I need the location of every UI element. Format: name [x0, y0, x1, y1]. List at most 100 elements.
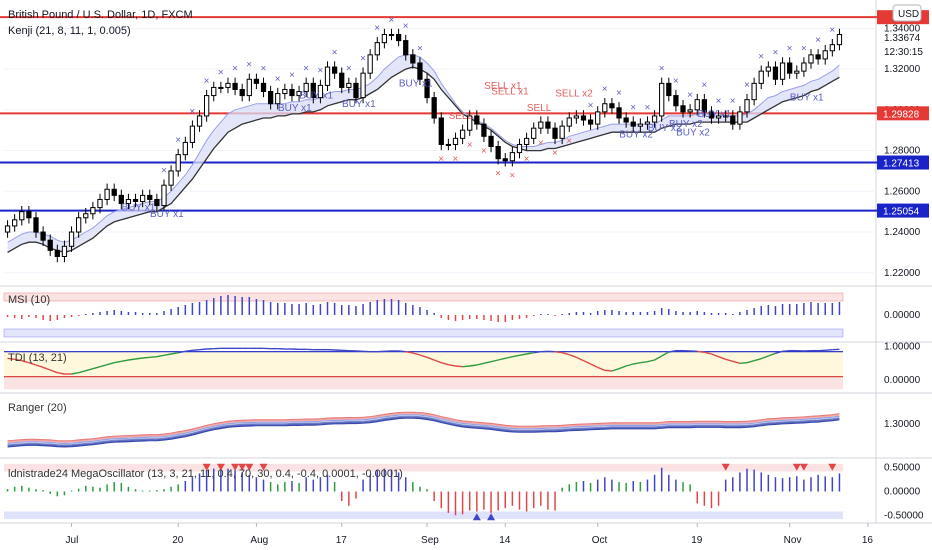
candle[interactable]	[694, 93, 700, 116]
candle[interactable]	[787, 57, 793, 79]
tdi-pane[interactable]	[4, 347, 843, 390]
candle[interactable]	[467, 110, 473, 136]
candle[interactable]	[182, 136, 188, 161]
candle[interactable]	[488, 130, 494, 153]
candle[interactable]	[801, 57, 807, 77]
candle[interactable]	[324, 61, 331, 92]
price-pane[interactable]: × × × × × × × × × × × × × × × × × × × × × × × × × × × × × × × × × × × × × × × ×…	[0, 15, 877, 263]
candle[interactable]	[76, 212, 82, 238]
candle[interactable]	[289, 83, 295, 102]
candle[interactable]	[474, 110, 480, 130]
ranger-pane[interactable]	[7, 411, 840, 448]
candle[interactable]	[495, 140, 501, 165]
candle[interactable]	[481, 118, 487, 143]
candle[interactable]	[154, 193, 160, 212]
candle[interactable]	[431, 91, 437, 124]
candle[interactable]	[502, 153, 508, 167]
candle[interactable]	[417, 57, 423, 85]
candle[interactable]	[644, 116, 651, 130]
candle[interactable]	[566, 112, 572, 132]
candle[interactable]	[730, 110, 736, 130]
candle[interactable]	[659, 77, 665, 122]
candle[interactable]	[118, 189, 124, 210]
candle[interactable]	[573, 110, 580, 124]
candle[interactable]	[531, 122, 537, 145]
candle[interactable]	[708, 106, 715, 124]
candle[interactable]	[282, 83, 288, 100]
candle[interactable]	[68, 226, 75, 253]
candle[interactable]	[168, 165, 174, 191]
candle[interactable]	[353, 77, 359, 104]
candle[interactable]	[296, 85, 302, 102]
candle[interactable]	[637, 118, 643, 132]
candle[interactable]	[516, 138, 523, 159]
candle[interactable]	[587, 114, 594, 130]
candle[interactable]	[410, 49, 416, 69]
candle[interactable]	[111, 183, 117, 202]
candle[interactable]	[559, 120, 565, 145]
candle[interactable]	[580, 110, 587, 126]
candle[interactable]	[616, 102, 622, 124]
candle[interactable]	[623, 112, 629, 128]
candle[interactable]	[609, 98, 615, 114]
candle[interactable]	[772, 61, 779, 85]
candle[interactable]	[54, 244, 60, 263]
candle[interactable]	[388, 28, 395, 41]
msi-pane[interactable]	[3, 292, 844, 338]
candle[interactable]	[829, 38, 835, 57]
candle[interactable]	[438, 112, 444, 151]
candle[interactable]	[189, 120, 196, 149]
candle[interactable]	[808, 49, 814, 69]
candle[interactable]	[211, 81, 217, 102]
candle[interactable]	[267, 85, 274, 110]
candle[interactable]	[317, 79, 324, 104]
price-axis[interactable]: 1.34000 1.32000 1.30000 1.28000 1.26000 1.240…	[877, 10, 929, 521]
candle[interactable]	[40, 226, 46, 246]
candle[interactable]	[701, 93, 707, 118]
candle[interactable]	[367, 49, 373, 79]
candle[interactable]	[132, 193, 139, 208]
candle[interactable]	[346, 77, 352, 94]
candle[interactable]	[19, 205, 25, 226]
candle[interactable]	[232, 77, 238, 96]
candle[interactable]	[779, 57, 786, 85]
candle[interactable]	[147, 189, 153, 206]
candle[interactable]	[758, 65, 764, 90]
candle[interactable]	[602, 98, 608, 118]
candle[interactable]	[47, 234, 53, 257]
candle[interactable]	[310, 77, 316, 104]
candle[interactable]	[822, 45, 828, 65]
candle[interactable]	[715, 110, 722, 124]
candle[interactable]	[374, 36, 380, 61]
candle[interactable]	[452, 132, 459, 151]
candle[interactable]	[666, 77, 672, 102]
candle[interactable]	[61, 240, 68, 263]
candle[interactable]	[4, 220, 11, 238]
candle[interactable]	[424, 73, 430, 104]
candle[interactable]	[381, 28, 388, 49]
candle[interactable]	[204, 89, 210, 122]
candle[interactable]	[445, 138, 452, 151]
candle[interactable]	[331, 61, 338, 79]
candle[interactable]	[161, 179, 167, 212]
candle[interactable]	[651, 110, 658, 128]
candle[interactable]	[723, 110, 729, 122]
mega-oscillator-pane[interactable]	[4, 463, 843, 521]
candle[interactable]	[246, 73, 252, 102]
candle[interactable]	[12, 214, 18, 232]
candle[interactable]	[275, 87, 281, 110]
candle[interactable]	[33, 212, 39, 238]
candle[interactable]	[253, 73, 260, 90]
currency-button[interactable]	[892, 4, 922, 22]
candle[interactable]	[83, 208, 89, 224]
candle[interactable]	[97, 193, 103, 214]
candle[interactable]	[360, 67, 366, 104]
candle[interactable]	[794, 65, 800, 79]
candle[interactable]	[175, 148, 181, 177]
candle[interactable]	[538, 116, 544, 134]
candle[interactable]	[196, 110, 203, 132]
candle[interactable]	[680, 100, 686, 118]
candle[interactable]	[459, 124, 466, 145]
candle[interactable]	[523, 132, 530, 151]
